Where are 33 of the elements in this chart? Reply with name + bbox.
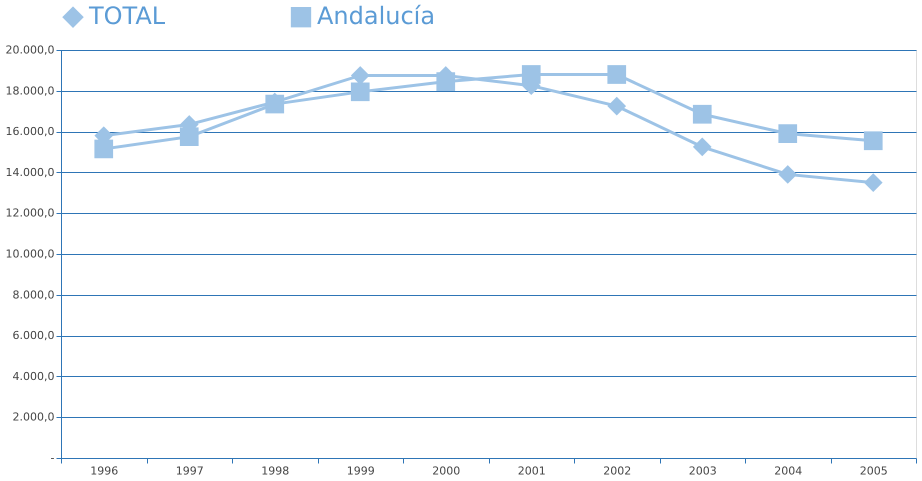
point xyxy=(350,82,370,102)
x-tick-label: 1996 xyxy=(90,464,118,478)
y-tick-label: 20.000,0 xyxy=(6,44,54,56)
y-tick-label: 6.000,0 xyxy=(12,329,54,342)
point xyxy=(607,96,626,116)
x-tick-label: 1997 xyxy=(176,464,204,478)
point xyxy=(864,131,883,150)
point xyxy=(778,124,798,143)
y-tick-label: 10.000,0 xyxy=(6,248,54,260)
y-tick-label: 2.000,0 xyxy=(12,410,54,424)
x-tick-label: 1998 xyxy=(261,464,290,478)
point xyxy=(692,104,712,124)
y-tick-label: 12.000,0 xyxy=(6,206,54,220)
x-tick-label: 1999 xyxy=(346,464,375,478)
legend-label: Andalucía xyxy=(317,2,436,30)
point xyxy=(864,173,883,192)
x-tick-label: 2002 xyxy=(603,464,632,478)
x-tick-label: 2004 xyxy=(774,464,802,478)
y-tick-label: - xyxy=(50,452,55,464)
legend-label: TOTAL xyxy=(88,2,166,30)
point xyxy=(778,165,798,184)
x-tick-label: 2001 xyxy=(518,464,546,478)
y-tick-label: 14.000,0 xyxy=(6,166,54,179)
y-tick-label: 18.000,0 xyxy=(6,84,54,98)
point xyxy=(94,140,114,158)
y-tick-label: 4.000,0 xyxy=(12,370,54,383)
point xyxy=(607,65,626,84)
x-tick-label: 2003 xyxy=(688,464,717,478)
x-tick-label: 2000 xyxy=(432,464,460,478)
x-tick-label: 2005 xyxy=(860,464,888,478)
point xyxy=(692,138,712,156)
y-tick-label: 8.000,0 xyxy=(12,288,54,302)
y-tick-label: 16.000,0 xyxy=(6,125,54,138)
